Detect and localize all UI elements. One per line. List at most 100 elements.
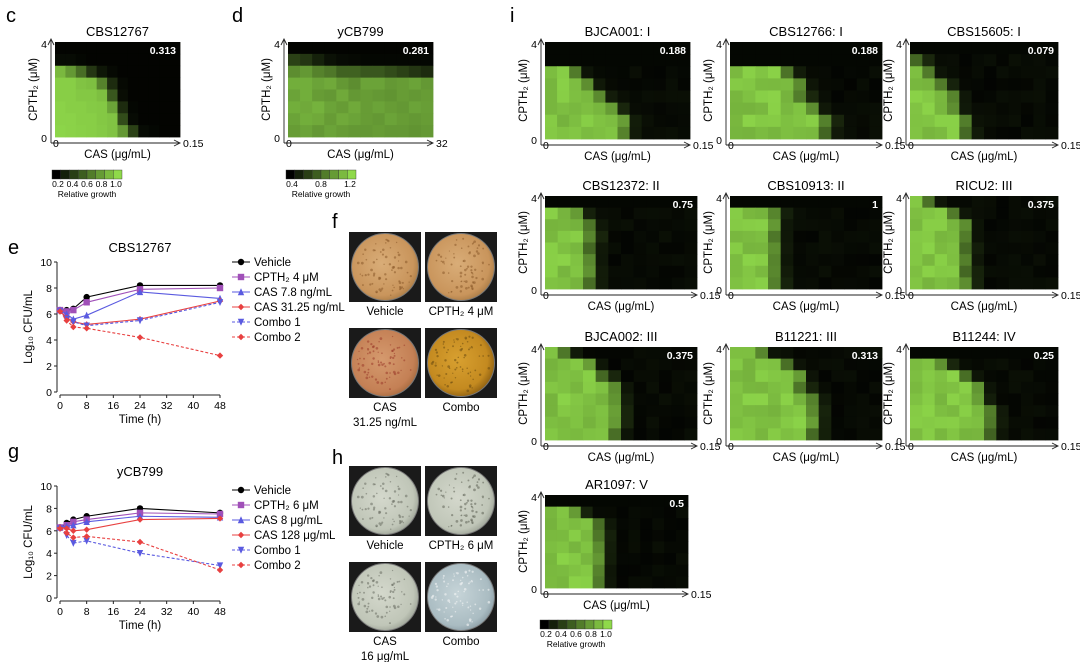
heatmap-cell xyxy=(360,89,373,102)
heatmap-cell xyxy=(742,126,756,140)
heatmap-cell xyxy=(1021,78,1034,91)
colony xyxy=(392,363,395,366)
heatmap-cell xyxy=(780,254,794,267)
heatmap-cell xyxy=(780,405,794,418)
heatmap-cell xyxy=(996,277,1010,290)
colony xyxy=(481,504,483,506)
plate-label: CPTH₂ 4 μM xyxy=(429,306,494,318)
colony xyxy=(400,266,403,270)
heatmap-cell xyxy=(595,405,609,418)
heatmap-cell xyxy=(996,126,1010,140)
heatmap-cell xyxy=(169,53,181,67)
data-point xyxy=(237,273,245,281)
heatmap-cell xyxy=(1021,196,1034,209)
legend-entry: Combo 2 xyxy=(254,560,301,572)
heatmap-cell xyxy=(396,101,410,114)
colorbar-swatch xyxy=(69,169,79,180)
heatmap-cell xyxy=(384,42,398,55)
heatmap-cell xyxy=(159,125,170,138)
heatmap-cell xyxy=(583,254,597,267)
heatmap-cell xyxy=(628,564,641,577)
heatmap-title: CBS12767 xyxy=(86,24,149,39)
colony xyxy=(377,594,379,596)
heatmap-cell xyxy=(545,265,559,278)
heatmap-cell xyxy=(557,393,571,406)
heatmap-cell xyxy=(780,230,794,243)
heatmap-cell xyxy=(659,381,673,394)
heatmap-cell xyxy=(768,126,782,140)
heatmap-cell xyxy=(1045,114,1059,128)
colony xyxy=(477,252,480,255)
colony xyxy=(471,621,473,623)
colony xyxy=(434,364,437,367)
heatmap-cell xyxy=(971,254,985,267)
heatmap-cell xyxy=(844,254,858,267)
heatmap-cell xyxy=(869,405,883,418)
heatmap-cell xyxy=(793,196,807,209)
colony xyxy=(400,500,403,504)
heatmap-cell xyxy=(742,416,756,429)
heatmap-cell xyxy=(138,65,150,79)
heatmap-cell xyxy=(608,358,622,371)
heatmap-cell xyxy=(420,77,434,90)
heatmap-cell xyxy=(557,358,571,371)
x-axis-arrow xyxy=(681,590,690,598)
heatmap-cell xyxy=(545,230,559,243)
heatmap-cell xyxy=(971,114,985,128)
colony xyxy=(367,368,370,371)
heatmap-cell xyxy=(730,54,744,67)
heatmap-cell xyxy=(677,102,691,116)
mic-value: 1 xyxy=(872,199,878,211)
heatmap-cell xyxy=(408,125,422,138)
y-axis-label: CPTH₂ (μM) xyxy=(703,211,715,274)
colony xyxy=(456,572,459,575)
colony xyxy=(435,362,437,364)
heatmap-cell xyxy=(312,42,325,55)
panel-label-d: d xyxy=(232,5,243,27)
y-axis-label: CPTH₂ (μM) xyxy=(883,362,895,425)
colony xyxy=(392,518,394,520)
colony xyxy=(391,269,393,271)
colony xyxy=(378,510,380,513)
colony xyxy=(359,273,361,275)
heatmap-cell xyxy=(1021,416,1034,429)
heatmap-cell xyxy=(818,78,832,91)
heatmap-cell xyxy=(1045,207,1059,220)
colony xyxy=(468,251,471,255)
x-tick-label: 32 xyxy=(161,606,173,618)
heatmap-cell xyxy=(780,358,794,371)
y-zero-label: 0 xyxy=(41,133,47,145)
colorbar-swatch xyxy=(347,169,357,180)
colony xyxy=(384,599,387,602)
heatmap-cell xyxy=(1021,219,1034,232)
heatmap-cell xyxy=(844,370,858,383)
heatmap-cell xyxy=(372,113,386,126)
heatmap-cell xyxy=(557,90,570,104)
heatmap-cell xyxy=(312,77,325,90)
heatmap-cell xyxy=(1021,230,1034,243)
y-axis-arrow xyxy=(537,490,545,499)
mic-value: 0.079 xyxy=(1028,45,1054,57)
heatmap-cell xyxy=(768,42,782,55)
heatmap-cell xyxy=(684,219,698,232)
colony xyxy=(455,473,458,475)
heatmap-cell xyxy=(545,529,558,542)
colorbar-swatch xyxy=(329,169,339,180)
heatmap-cell xyxy=(107,77,118,90)
colony xyxy=(364,508,367,511)
heatmap-cell xyxy=(671,428,685,441)
heatmap-cell xyxy=(545,196,559,209)
heatmap-cell xyxy=(592,506,605,519)
heatmap-cell xyxy=(621,393,635,406)
heatmap-cell xyxy=(910,370,923,383)
x-max-label: 0.15 xyxy=(1061,140,1080,152)
colony xyxy=(399,520,403,524)
colony xyxy=(368,610,371,612)
colony xyxy=(385,605,389,609)
heatmap-cell xyxy=(677,66,691,79)
legend-entry: Combo 1 xyxy=(254,317,301,329)
colony xyxy=(402,521,405,524)
heatmap-cell xyxy=(1021,254,1034,267)
heatmap-cell xyxy=(1045,242,1059,255)
